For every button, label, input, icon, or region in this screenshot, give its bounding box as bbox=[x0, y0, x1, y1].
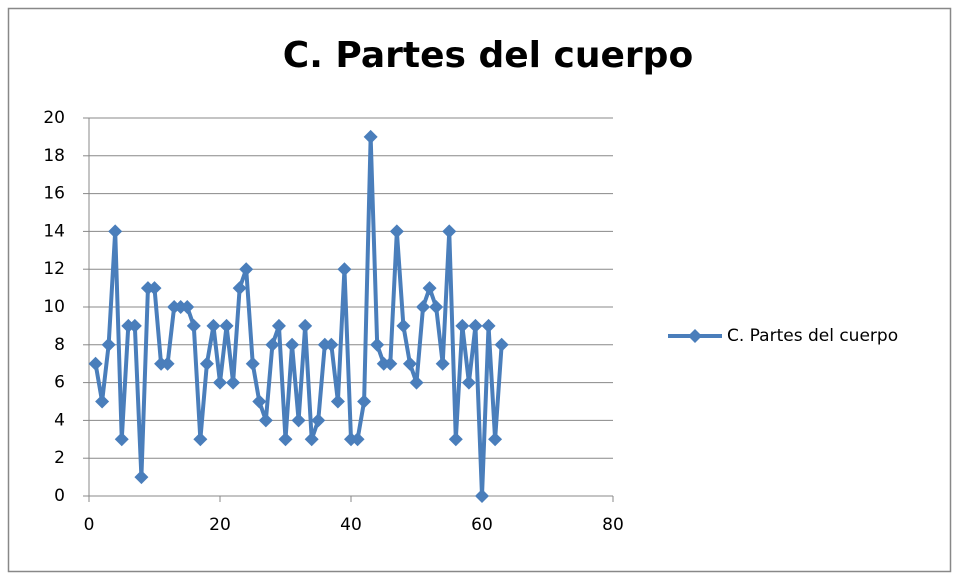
point-marker bbox=[363, 129, 378, 144]
point-marker bbox=[88, 356, 103, 371]
y-tick-label: 20 bbox=[43, 108, 65, 128]
point-marker bbox=[285, 337, 300, 352]
point-marker bbox=[193, 432, 208, 447]
point-marker bbox=[389, 224, 404, 239]
point-marker bbox=[180, 300, 195, 314]
point-marker bbox=[226, 375, 241, 390]
point-marker bbox=[108, 224, 123, 239]
point-marker bbox=[278, 432, 293, 447]
point-marker bbox=[101, 337, 116, 352]
point-marker bbox=[147, 281, 162, 296]
point-marker bbox=[494, 337, 509, 352]
point-marker bbox=[311, 413, 326, 428]
point-marker bbox=[448, 432, 463, 447]
point-marker bbox=[114, 432, 129, 447]
point-marker bbox=[442, 224, 457, 239]
point-marker bbox=[324, 337, 339, 352]
point-marker bbox=[127, 318, 142, 333]
point-marker bbox=[160, 356, 175, 371]
point-marker bbox=[409, 375, 424, 390]
point-marker bbox=[291, 413, 306, 428]
y-tick-label: 8 bbox=[54, 335, 65, 355]
point-marker bbox=[213, 375, 227, 390]
legend-marker bbox=[688, 329, 702, 343]
y-tick-label: 10 bbox=[43, 297, 65, 317]
y-tick-label: 14 bbox=[43, 221, 65, 241]
point-marker bbox=[488, 432, 503, 447]
point-marker bbox=[370, 337, 385, 352]
point-marker bbox=[252, 394, 267, 409]
point-marker bbox=[435, 356, 450, 371]
point-marker bbox=[337, 262, 352, 277]
point-marker bbox=[232, 281, 247, 296]
point-marker bbox=[186, 318, 201, 333]
y-tick-label: 0 bbox=[54, 486, 65, 506]
point-marker bbox=[134, 470, 149, 485]
point-marker bbox=[481, 318, 496, 333]
point-marker bbox=[271, 318, 286, 333]
y-tick-label: 2 bbox=[54, 448, 65, 468]
legend-label: C. Partes del cuerpo bbox=[727, 326, 898, 346]
point-marker bbox=[219, 318, 234, 333]
point-marker bbox=[357, 394, 372, 409]
point-marker bbox=[455, 318, 470, 333]
point-marker bbox=[304, 432, 319, 447]
x-tick-label: 20 bbox=[209, 515, 231, 535]
point-marker bbox=[95, 394, 110, 409]
point-marker bbox=[199, 356, 214, 371]
x-tick-label: 40 bbox=[340, 515, 362, 535]
point-marker bbox=[429, 300, 444, 314]
y-tick-label: 12 bbox=[43, 259, 65, 279]
point-marker bbox=[350, 432, 365, 447]
point-marker bbox=[416, 300, 431, 314]
point-marker bbox=[330, 394, 345, 409]
point-marker bbox=[258, 413, 273, 428]
y-tick-label: 6 bbox=[54, 373, 65, 393]
point-marker bbox=[422, 281, 437, 296]
point-marker bbox=[383, 356, 398, 371]
point-marker bbox=[402, 356, 417, 371]
point-marker bbox=[475, 489, 489, 503]
point-marker bbox=[298, 318, 313, 333]
point-marker bbox=[206, 318, 221, 333]
point-marker bbox=[245, 356, 260, 371]
point-marker bbox=[265, 337, 280, 352]
point-marker bbox=[461, 375, 476, 390]
chart-title: C. Partes del cuerpo bbox=[283, 35, 693, 76]
x-tick-label: 60 bbox=[471, 515, 493, 535]
point-marker bbox=[239, 262, 254, 277]
x-tick-label: 80 bbox=[602, 515, 624, 535]
x-tick-label: 0 bbox=[84, 515, 95, 535]
y-tick-label: 16 bbox=[43, 184, 65, 204]
point-marker bbox=[468, 318, 483, 333]
point-marker bbox=[396, 318, 411, 333]
y-tick-label: 4 bbox=[54, 410, 65, 430]
y-tick-label: 18 bbox=[43, 146, 65, 166]
